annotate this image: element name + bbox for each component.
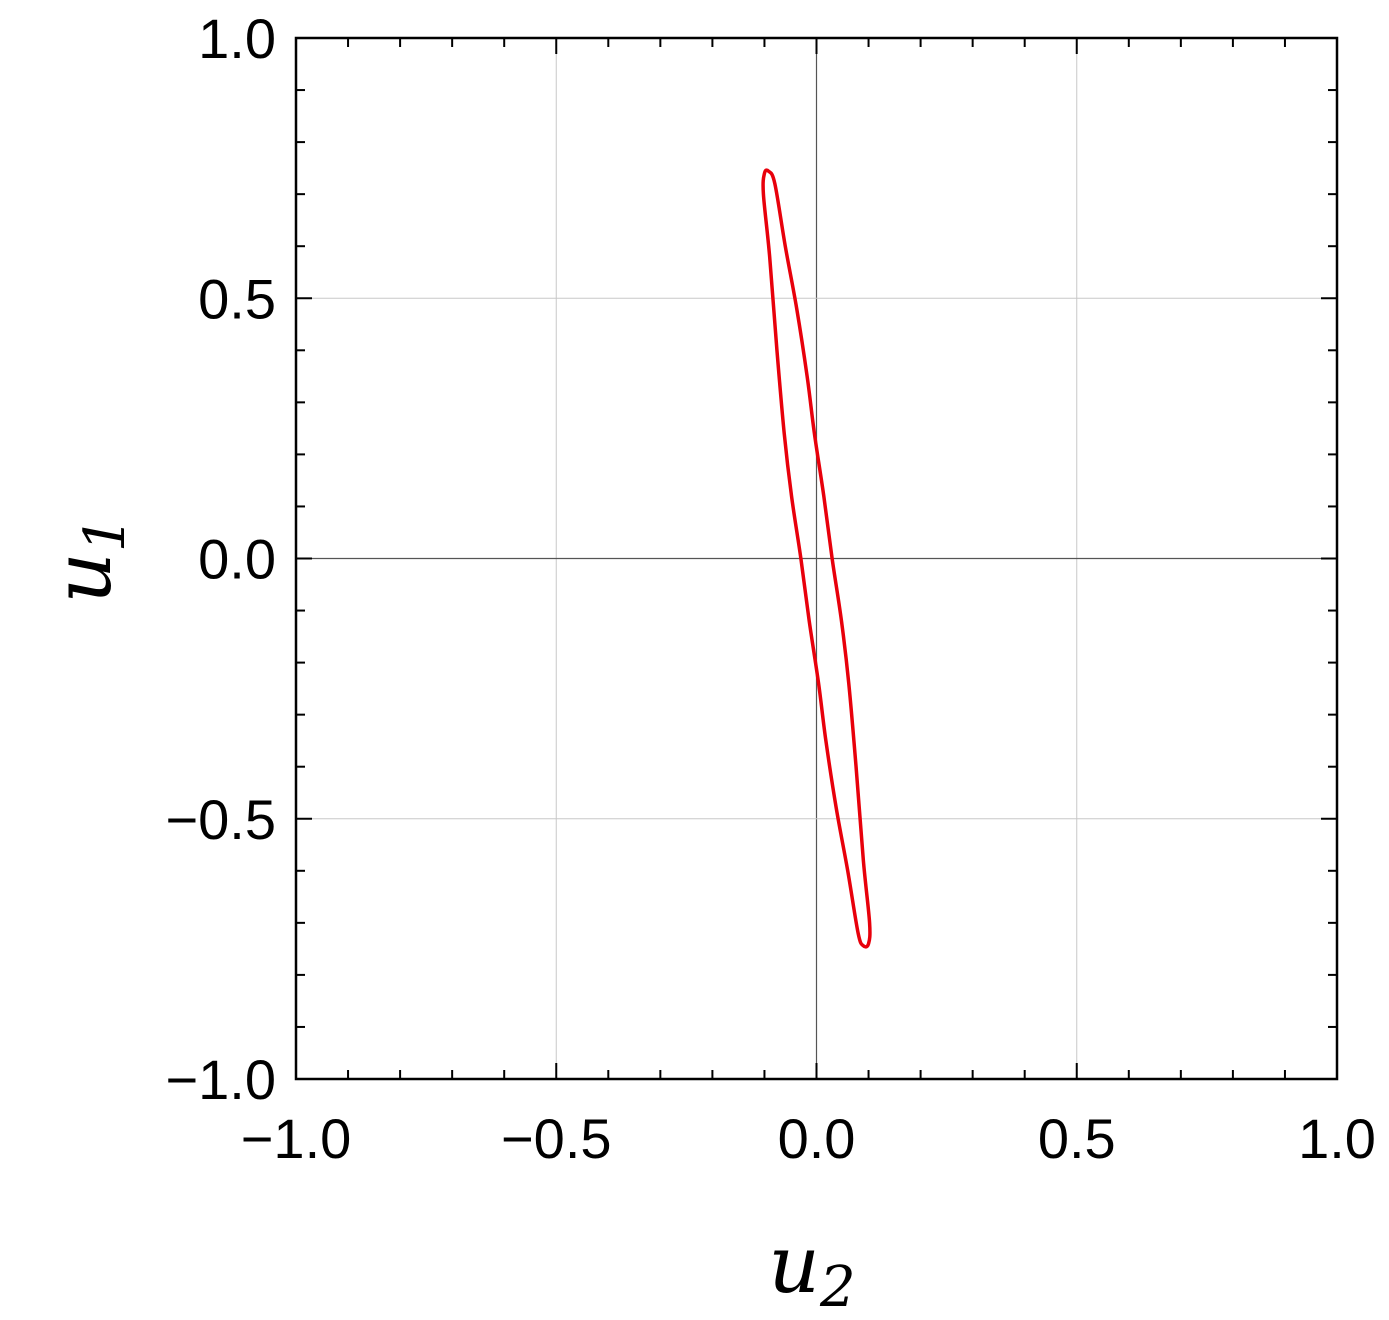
series-curve	[761, 168, 872, 949]
x-axis-label: u2	[768, 1218, 855, 1320]
y-tick-label: −1.0	[165, 1048, 276, 1111]
y-tick-label: 0.5	[198, 267, 276, 330]
y-tick-label: −0.5	[165, 788, 276, 851]
tick-labels: −1.0 −0.5 0.0 0.5 1.0 −1.0 −0.5 0.0 0.5 1.0	[165, 7, 1375, 1170]
y-axis-label-sub: 1	[73, 516, 138, 552]
x-tick-label: 1.0	[1298, 1107, 1376, 1170]
y-tick-label: 0.0	[198, 528, 276, 591]
x-tick-label: 0.5	[1038, 1107, 1116, 1170]
x-tick-label: 0.0	[778, 1107, 856, 1170]
x-axis-label-base: u	[768, 1218, 820, 1311]
grid	[296, 38, 1337, 1079]
ticks	[295, 37, 1338, 1080]
x-tick-label: −1.0	[241, 1107, 352, 1170]
x-axis-label-sub: 2	[819, 1255, 856, 1320]
data-layer	[761, 168, 872, 949]
y-axis-label-base: u	[36, 552, 129, 604]
y-tick-label: 1.0	[198, 7, 276, 70]
y-axis-label: u1	[36, 516, 138, 603]
x-tick-label: −0.5	[501, 1107, 612, 1170]
